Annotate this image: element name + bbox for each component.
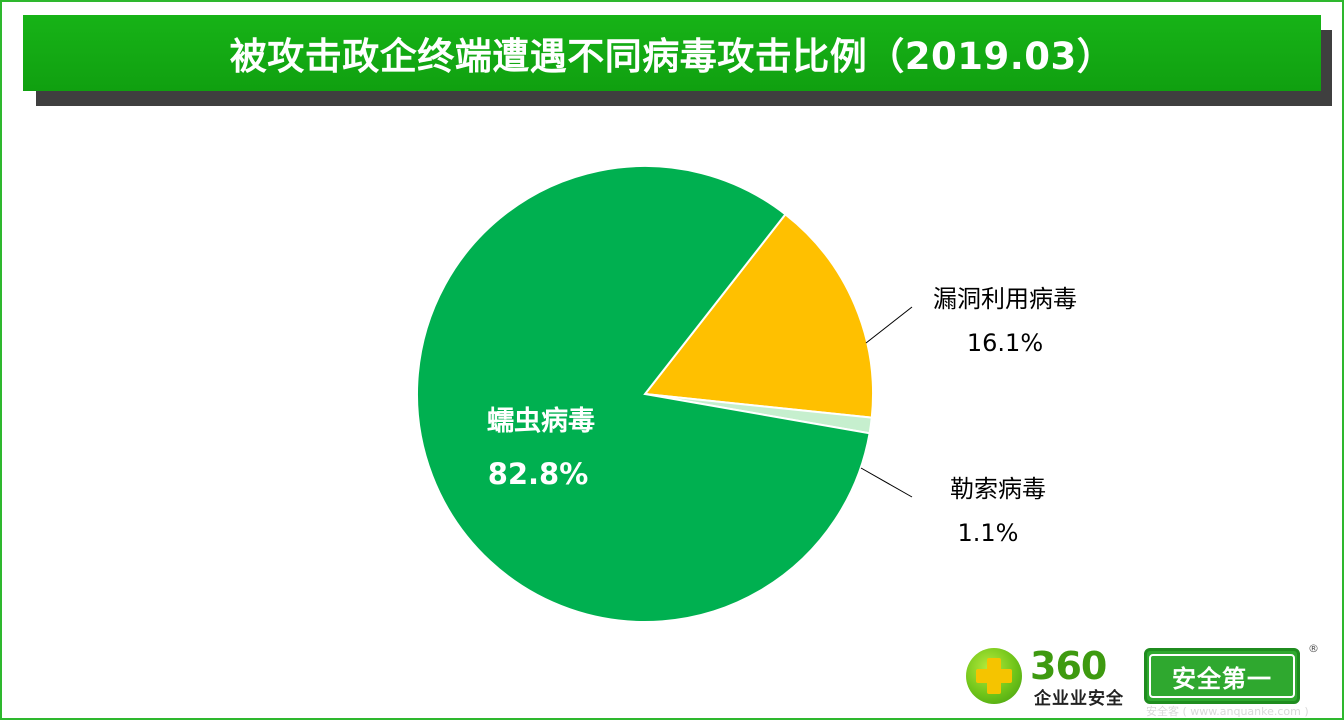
registered-mark: ® [1308, 642, 1319, 655]
slice-value-1: 16.1% [967, 329, 1043, 357]
watermark: 安全客 ( www.anquanke.com ) [1146, 705, 1309, 718]
slice-label-3: 蠕虫病毒 [487, 406, 595, 437]
logo-brand-sub: 企业业安全 [1034, 689, 1124, 709]
slice-value-2: 1.1% [958, 519, 1019, 547]
slice-value-3: 82.8% [488, 457, 589, 491]
pie-slice-3 [416, 165, 871, 623]
logo-brand-number: 360 [1030, 644, 1107, 688]
logo-badge: 安全第一 [1144, 648, 1300, 704]
leader-line-1 [865, 306, 913, 344]
leader-line-2 [860, 467, 913, 498]
slice-label-1: 漏洞利用病毒 [933, 285, 1077, 313]
pie-slice-1 [643, 212, 874, 419]
logo-plus-icon-vertical [987, 658, 1001, 694]
title-bar: 被攻击政企终端遭遇不同病毒攻击比例（2019.03） [23, 15, 1321, 91]
logo-badge-text: 安全第一 [1149, 654, 1295, 698]
slice-label-2: 勒索病毒 [950, 475, 1046, 503]
chart-title: 被攻击政企终端遭遇不同病毒攻击比例（2019.03） [229, 35, 1115, 78]
